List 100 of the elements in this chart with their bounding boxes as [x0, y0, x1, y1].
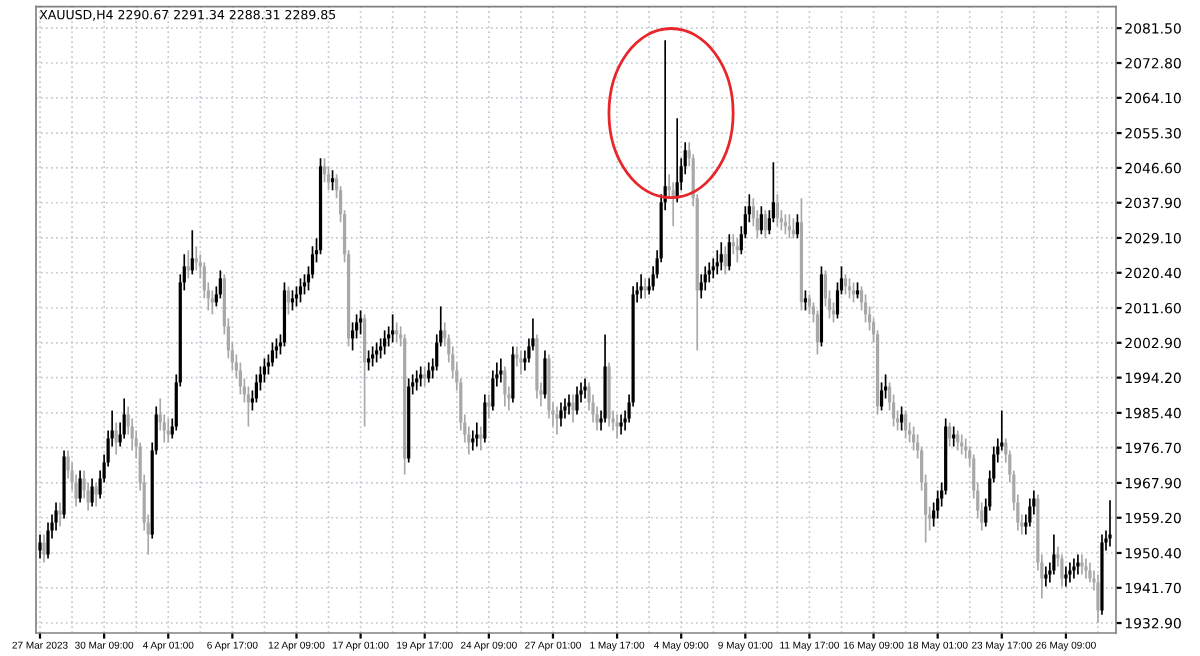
candlestick — [643, 277, 647, 300]
candlestick — [90, 477, 94, 508]
candlestick — [727, 233, 731, 272]
candlestick — [499, 357, 503, 384]
candlestick — [379, 337, 383, 360]
candlestick — [286, 285, 291, 316]
candlestick — [491, 369, 495, 412]
candlestick — [759, 205, 763, 236]
candlestick — [367, 349, 371, 372]
candlestick — [54, 501, 58, 532]
candlestick — [795, 213, 800, 240]
candlestick — [775, 193, 779, 228]
candlestick — [1064, 565, 1068, 588]
candlestick — [395, 321, 399, 344]
candlestick — [210, 289, 214, 316]
candlestick — [423, 365, 427, 388]
candlestick — [583, 377, 587, 400]
candlestick — [375, 341, 379, 364]
candlestick — [1028, 497, 1032, 528]
candlestick — [487, 393, 491, 420]
candlestick — [847, 277, 852, 300]
candlestick — [879, 381, 884, 412]
candlestick — [503, 365, 507, 408]
candlestick — [326, 165, 331, 192]
candlestick — [419, 365, 423, 388]
candlestick — [1068, 561, 1072, 584]
candlestick — [483, 393, 487, 444]
candlestick — [952, 425, 956, 448]
candlestick — [246, 385, 250, 428]
candlestick — [715, 249, 719, 276]
candlestick — [479, 425, 483, 452]
candlestick — [302, 273, 307, 296]
candlestick — [322, 157, 327, 184]
candlestick — [1088, 561, 1092, 584]
candlestick — [166, 417, 170, 444]
candlestick — [815, 309, 820, 356]
candlestick — [274, 337, 279, 360]
candlestick — [218, 269, 222, 300]
candlestick — [475, 421, 479, 448]
candlestick — [904, 409, 908, 440]
candlestick — [122, 397, 126, 440]
candlestick — [956, 429, 960, 452]
candlestick — [639, 273, 643, 300]
candlestick — [114, 421, 118, 456]
candlestick — [371, 345, 375, 368]
candlestick — [711, 257, 715, 280]
candlestick — [427, 361, 431, 384]
candlestick — [1096, 573, 1100, 624]
candlestick — [94, 481, 98, 508]
candlestick — [58, 501, 62, 528]
candlestick — [415, 369, 419, 392]
candlestick — [615, 413, 619, 440]
candlestick — [960, 433, 964, 456]
candlestick — [1080, 553, 1084, 576]
candlestick — [1060, 553, 1064, 588]
candlestick — [363, 313, 367, 428]
candlestick — [936, 489, 940, 520]
candlestick — [575, 385, 579, 416]
candlestick — [350, 321, 355, 352]
candlestick — [186, 249, 190, 280]
candlestick — [787, 213, 791, 240]
candlestick — [78, 469, 82, 504]
candlestick — [567, 393, 571, 416]
candlestick — [1084, 557, 1088, 580]
candlestick — [783, 213, 787, 236]
candlestick — [238, 361, 242, 396]
candlestick — [515, 345, 519, 368]
candlestick — [791, 217, 796, 240]
candlestick — [719, 241, 723, 272]
candlestick — [1052, 533, 1056, 576]
candlestick — [46, 521, 50, 560]
candlestick — [391, 313, 395, 344]
candlestick — [703, 265, 707, 292]
candlestick — [571, 393, 575, 424]
candlestick — [843, 273, 848, 296]
candlestick — [619, 413, 623, 436]
candlestick — [519, 349, 523, 376]
candlestick — [707, 261, 711, 284]
candlestick — [803, 289, 808, 312]
candlestick — [763, 209, 767, 240]
candlestick — [383, 329, 387, 356]
candlestick — [298, 277, 303, 304]
candlestick — [194, 245, 198, 272]
candlestick — [807, 293, 812, 316]
candlestick — [270, 341, 275, 368]
candlestick — [555, 405, 559, 436]
candlestick — [290, 289, 295, 312]
candlestick — [559, 401, 563, 428]
candlestick — [1076, 553, 1080, 576]
candlestick — [543, 349, 547, 400]
candlestick — [948, 421, 952, 448]
candlestick — [330, 169, 335, 192]
candlestick — [563, 397, 567, 420]
candlestick — [1044, 565, 1048, 588]
candlestick — [900, 405, 904, 432]
candlestick — [294, 285, 299, 308]
candlestick — [42, 533, 46, 564]
candlestick — [262, 357, 267, 384]
candlestick — [38, 533, 42, 560]
candlestick — [359, 309, 363, 336]
